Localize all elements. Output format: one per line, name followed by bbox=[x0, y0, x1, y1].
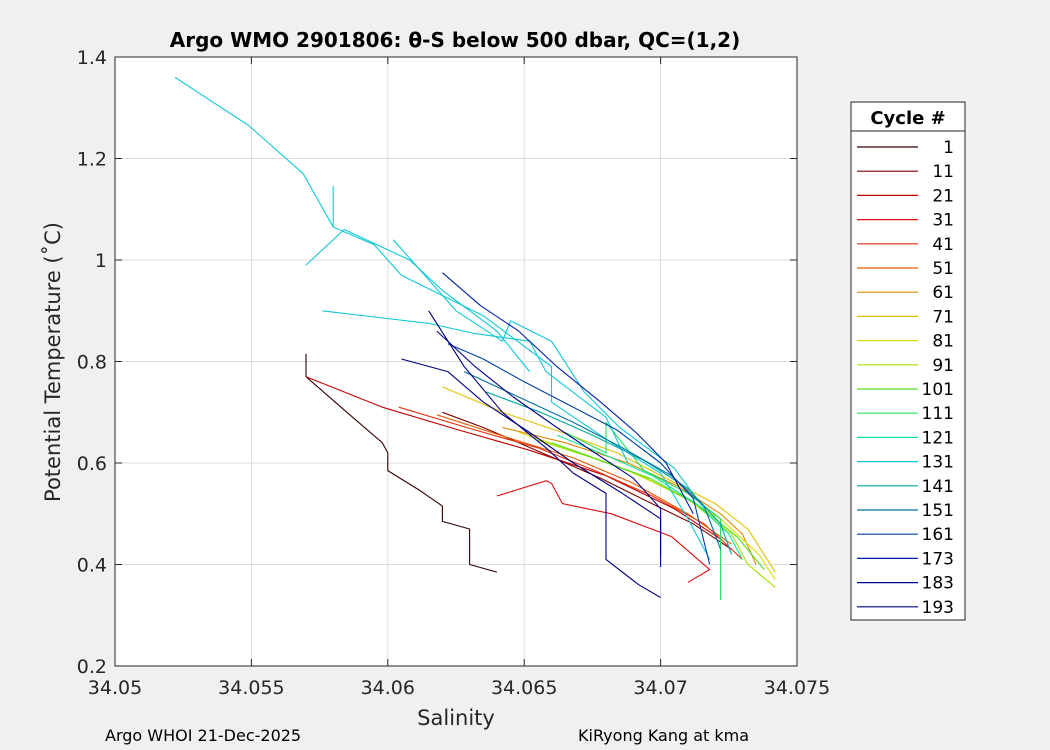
legend-entries: 1112131415161718191101111121131141151161… bbox=[857, 138, 954, 618]
legend-entry-label: 61 bbox=[932, 283, 954, 303]
y-tick-label: 0.4 bbox=[77, 555, 107, 577]
x-tick-label: 34.06 bbox=[361, 677, 415, 699]
legend-title: Cycle # bbox=[870, 108, 945, 129]
series-line-cycle-11 bbox=[442, 411, 732, 550]
series-layer bbox=[174, 76, 776, 600]
legend-entry-label: 183 bbox=[922, 574, 954, 594]
legend-entry-label: 21 bbox=[932, 186, 954, 206]
legend-entry-label: 1 bbox=[943, 138, 954, 158]
legend-entry-label: 81 bbox=[932, 332, 954, 352]
series-line-cycle-71 bbox=[442, 386, 776, 573]
legend-entry-label: 161 bbox=[922, 525, 954, 545]
footer-right: KiRyong Kang at kma bbox=[578, 726, 749, 745]
series-line-cycle-131b bbox=[392, 239, 705, 510]
y-tick-label: 1 bbox=[95, 250, 107, 272]
series-line-cycle-183 bbox=[436, 330, 662, 567]
series-line-cycle-1 bbox=[305, 353, 498, 573]
legend: Cycle # 11121314151617181911011111211311… bbox=[850, 101, 966, 621]
x-tick-label: 34.07 bbox=[633, 677, 687, 699]
legend-entry-label: 41 bbox=[932, 235, 954, 255]
y-tick-label: 1.2 bbox=[77, 149, 107, 171]
y-tick-label: 0.6 bbox=[77, 453, 107, 475]
x-tick-label: 34.05 bbox=[88, 677, 142, 699]
legend-entry-label: 111 bbox=[922, 404, 954, 424]
x-tick-label: 34.075 bbox=[764, 677, 830, 699]
axis-ticks: 34.05 34.055 34.06 34.065 34.07 34.075 0.2 0.4 0… bbox=[77, 47, 830, 699]
series-line-cycle-51 bbox=[436, 414, 732, 545]
x-axis-label: Salinity bbox=[417, 706, 495, 730]
series-line-cycle-111 bbox=[564, 421, 722, 600]
legend-entry-label: 173 bbox=[922, 549, 954, 569]
series-line-cycle-173 bbox=[442, 272, 694, 515]
x-tick-label: 34.065 bbox=[491, 677, 557, 699]
x-tick-label: 34.055 bbox=[218, 677, 284, 699]
series-line-cycle-61 bbox=[502, 426, 757, 565]
series-line-cycle-131 bbox=[174, 76, 711, 560]
series-line-cycle-21 bbox=[305, 376, 721, 540]
series-line-cycle-121 bbox=[556, 434, 743, 560]
legend-entry-label: 193 bbox=[922, 598, 954, 618]
legend-entry-label: 121 bbox=[922, 428, 954, 448]
legend-entry-label: 141 bbox=[922, 477, 954, 497]
legend-entry-label: 101 bbox=[922, 380, 954, 400]
legend-entry-label: 131 bbox=[922, 453, 954, 473]
series-line-cycle-101 bbox=[551, 442, 765, 570]
y-tick-label: 0.2 bbox=[77, 656, 107, 678]
legend-entry-label: 51 bbox=[932, 259, 954, 279]
series-line-cycle-31 bbox=[496, 480, 711, 583]
series-line-cycle-151 bbox=[463, 371, 722, 550]
gridlines bbox=[114, 56, 798, 667]
legend-entry-label: 11 bbox=[932, 162, 954, 182]
footer-left: Argo WHOI 21-Dec-2025 bbox=[105, 726, 301, 745]
y-tick-label: 1.4 bbox=[77, 47, 107, 69]
legend-entry-label: 71 bbox=[932, 307, 954, 327]
y-axis-label: Potential Temperature (˚C) bbox=[41, 222, 65, 502]
legend-entry-label: 31 bbox=[932, 211, 954, 231]
series-line-cycle-161 bbox=[447, 343, 711, 565]
chart-title: Argo WMO 2901806: θ-S below 500 dbar, QC… bbox=[170, 28, 740, 52]
series-line-cycle-41 bbox=[398, 406, 743, 560]
legend-entry-label: 91 bbox=[932, 356, 954, 376]
series-line-cycle-193b bbox=[401, 358, 662, 555]
y-tick-label: 0.8 bbox=[77, 352, 107, 374]
series-line-cycle-193 bbox=[428, 310, 661, 598]
legend-entry-label: 151 bbox=[922, 501, 954, 521]
